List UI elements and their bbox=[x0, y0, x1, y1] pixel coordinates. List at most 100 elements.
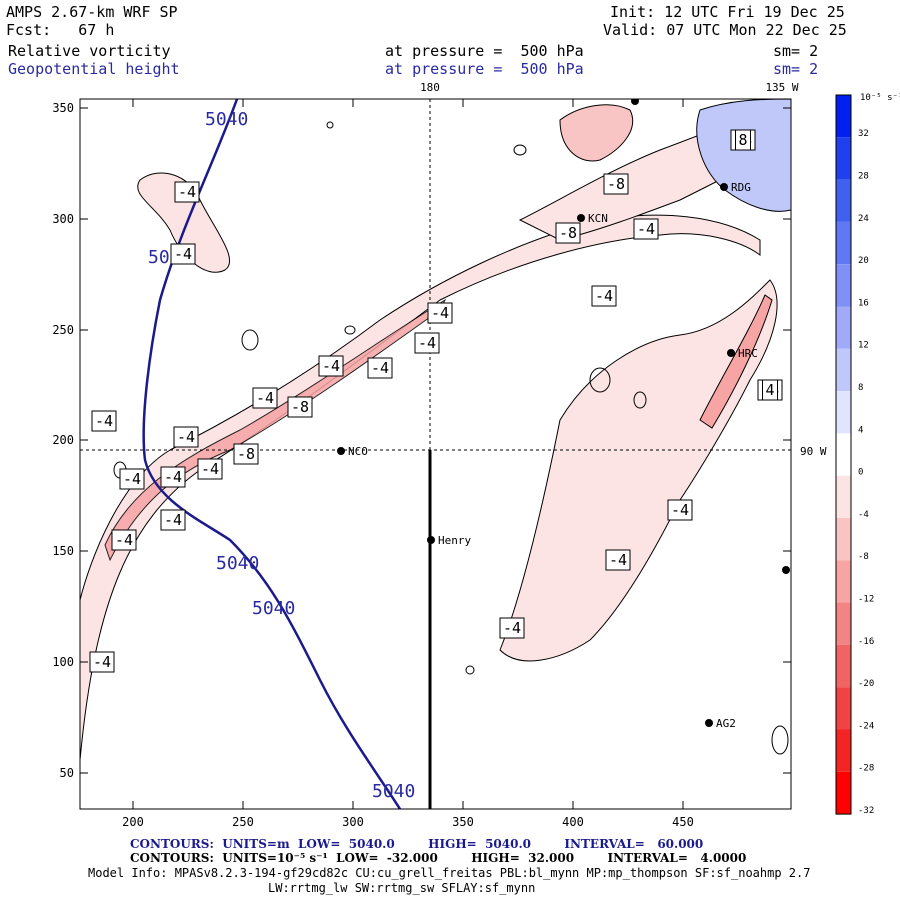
colorbar-segment bbox=[836, 518, 851, 561]
vorticity-label: -4 bbox=[609, 551, 627, 569]
vorticity-label: -4 bbox=[418, 334, 436, 352]
vorticity-label: -4 bbox=[177, 428, 195, 446]
colorbar-tick-label: -8 bbox=[858, 552, 869, 562]
vorticity-label: 4 bbox=[765, 381, 774, 399]
vorticity-label: -4 bbox=[93, 653, 111, 671]
vorticity-label-box bbox=[735, 129, 751, 151]
colorbar-units: 10⁻⁵ s⁻¹ bbox=[860, 93, 900, 103]
vorticity-label: -4 bbox=[322, 357, 340, 375]
station-marker bbox=[427, 536, 435, 544]
vorticity-label: -4 bbox=[95, 412, 113, 430]
model-title: AMPS 2.67-km WRF SP bbox=[6, 3, 178, 21]
height-contour-info: CONTOURS: UNITS=m LOW= 5040.0 HIGH= 5040… bbox=[130, 837, 704, 851]
station-marker bbox=[727, 349, 735, 357]
colorbar-tick-label: 28 bbox=[858, 171, 869, 181]
colorbar-tick-label: 16 bbox=[858, 298, 869, 308]
station-marker bbox=[705, 719, 713, 727]
init-time: Init: 12 UTC Fri 19 Dec 25 bbox=[610, 3, 845, 21]
vorticity-label-box bbox=[591, 285, 617, 307]
colorbar-segment bbox=[836, 264, 851, 307]
vorticity-labels: -4 -4 -4 -4 -4 -4 -4 -8 -4 -4 -4 -4 -4 -8 -4 -4 -8 -8 -4 -4… bbox=[89, 129, 783, 673]
vorticity-label: -4 bbox=[256, 389, 274, 407]
colorbar-segment bbox=[836, 475, 851, 518]
colorbar-segment bbox=[836, 306, 851, 349]
vorticity-label: -4 bbox=[595, 287, 613, 305]
height-label: 5040 bbox=[205, 109, 248, 130]
vorticity-label-box bbox=[89, 651, 115, 673]
colorbar-segment bbox=[836, 687, 851, 730]
vorticity-label: -4 bbox=[115, 531, 133, 549]
vorticity-label: -8 bbox=[237, 445, 255, 463]
y-tick-label: 200 bbox=[52, 433, 74, 447]
station-marker bbox=[577, 214, 585, 222]
station-label: Henry bbox=[438, 534, 471, 547]
height-label: 5040 bbox=[252, 598, 295, 619]
vorticity-strip-east bbox=[699, 294, 773, 429]
x-tick-label: 300 bbox=[342, 815, 364, 829]
colorbar-segment bbox=[836, 348, 851, 392]
field2-name: Geopotential height bbox=[8, 60, 180, 78]
x-tick-label: 350 bbox=[452, 815, 474, 829]
colorbar-tick-label: -28 bbox=[858, 764, 874, 774]
vorticity-label-box bbox=[174, 181, 200, 203]
colorbar-segment bbox=[836, 602, 851, 645]
vorticity-label-box bbox=[91, 410, 117, 432]
station-label: RDG bbox=[731, 181, 751, 194]
y-tick-label: 350 bbox=[52, 101, 74, 115]
plot-area: 5040 5040 5040 5040 5040 -4-4-4-4 -4-4-4-… bbox=[80, 99, 791, 809]
vorticity-band-inner bbox=[104, 298, 447, 562]
field1-smoothing: sm= 2 bbox=[773, 42, 819, 60]
stations: NCO Henry KCN RDG HRC AG2 bbox=[337, 99, 790, 730]
colorbar-tick-label: 12 bbox=[858, 341, 869, 351]
plot-frame bbox=[79, 98, 792, 810]
vorticity-label: -4 bbox=[123, 470, 141, 488]
vorticity-label: -4 bbox=[164, 511, 182, 529]
field1-level: at pressure = 500 hPa bbox=[385, 42, 584, 60]
vorticity-label: -4 bbox=[503, 619, 521, 637]
vorticity-label-box bbox=[160, 509, 186, 531]
vorticity-blob-top bbox=[559, 104, 634, 162]
colorbar-segment bbox=[836, 560, 851, 603]
vorticity-label-box bbox=[111, 529, 137, 551]
colorbar-tick-label: -20 bbox=[858, 679, 874, 689]
colorbar-tick-label: -16 bbox=[858, 637, 874, 647]
height-label: 5040 bbox=[372, 781, 415, 802]
x-tick-label: 400 bbox=[562, 815, 584, 829]
vorticity-label: -8 bbox=[291, 398, 309, 416]
colorbar-tick-label: -32 bbox=[858, 806, 874, 816]
colorbar-segment bbox=[836, 221, 851, 265]
colorbar-segment bbox=[836, 433, 851, 476]
vorticity-label: -8 bbox=[607, 175, 625, 193]
forecast-hour: Fcst: 67 h bbox=[6, 21, 115, 39]
vorticity-label: -4 bbox=[431, 304, 449, 322]
vorticity-label-box bbox=[170, 243, 196, 265]
colorbar-tick-label: 20 bbox=[858, 256, 869, 266]
vorticity-label-box bbox=[233, 443, 259, 465]
vorticity-label-box bbox=[252, 387, 278, 409]
colorbar-tick-label: -24 bbox=[858, 721, 874, 731]
vorticity-label-box bbox=[605, 549, 631, 571]
colorbar: 32 28 24 20 16 12 8 4 0 -4 -8 -12 -16 -20 -24 -28 -32 bbox=[835, 94, 874, 816]
parallel-label-90w: 90 W bbox=[800, 445, 827, 458]
vorticity-band-main bbox=[80, 214, 761, 761]
valid-time: Valid: 07 UTC Mon 22 Dec 25 bbox=[603, 21, 847, 39]
vorticity-label: -4 bbox=[371, 359, 389, 377]
vorticity-blob-northwest bbox=[137, 172, 231, 273]
colorbar-tick-label: 0 bbox=[858, 468, 863, 478]
colorbar-segment bbox=[836, 137, 851, 180]
station-label: HRC bbox=[738, 347, 758, 360]
corner-label-135w: 135 W bbox=[765, 81, 798, 94]
vorticity-label-box bbox=[173, 426, 199, 448]
station-label: KCN bbox=[588, 212, 608, 225]
meridian-label-180: 180 bbox=[420, 81, 440, 94]
vorticity-label-box bbox=[555, 222, 581, 244]
station-marker bbox=[720, 183, 728, 191]
station-label: NCO bbox=[348, 445, 368, 458]
vorticity-label-box bbox=[160, 466, 186, 488]
colorbar-tick-label: -12 bbox=[858, 594, 874, 604]
colorbar-tick-label: 32 bbox=[858, 129, 869, 139]
colorbar-segment bbox=[836, 391, 851, 434]
vorticity-label-box bbox=[318, 355, 344, 377]
vorticity-label: -4 bbox=[174, 245, 192, 263]
